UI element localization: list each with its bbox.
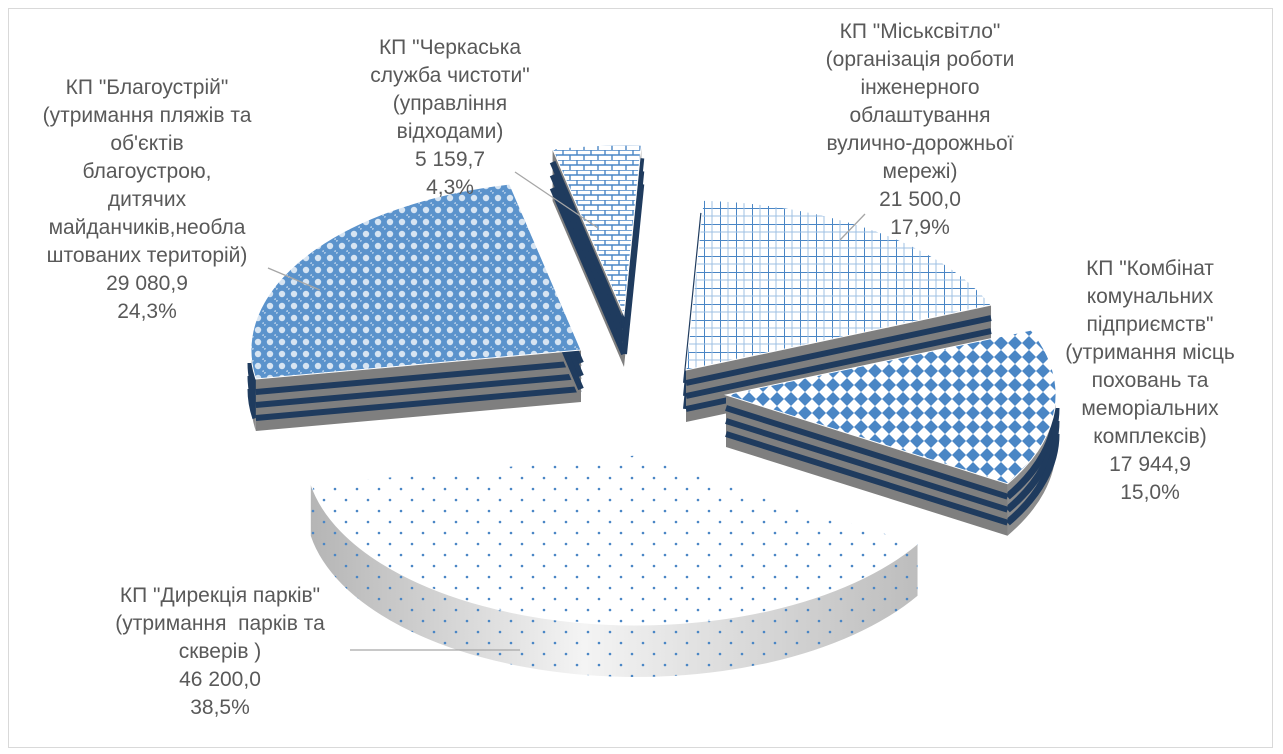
slice-wall-stripe: [255, 360, 582, 395]
label-dyrektsiya-name: КП "Дирекція парків" (утримання парків та…: [70, 582, 370, 666]
leader-line-chystota: [514, 171, 599, 229]
slice-wall-stripe: [685, 328, 992, 399]
label-line: скверів ): [178, 640, 262, 663]
label-line: мережі): [882, 160, 958, 183]
label-blahoustriy-name: КП "Благоустрій" (утримання пляжів та об'є…: [12, 74, 282, 270]
label-line: дитячих: [107, 188, 187, 211]
slice-wall-stripe: [725, 405, 1009, 500]
label-line: (управління: [392, 92, 508, 115]
slice-top-dyrektsiya: [310, 454, 919, 626]
label-line: майданчиків,необла: [48, 216, 246, 239]
label-line: комплексів): [1093, 425, 1207, 448]
label-dyrektsiya: КП "Дирекція парків" (утримання парків та…: [70, 582, 370, 722]
label-line: меморіальних: [1081, 397, 1219, 420]
label-line: облаштування: [849, 104, 991, 127]
label-blahoustriy-value: 29 080,9: [106, 272, 188, 295]
slice-wall-stripe: [725, 431, 1009, 526]
label-miskvitlo-percent: 17,9%: [890, 216, 950, 239]
leader-line-miskvitlo: [839, 213, 866, 241]
label-line: (організація роботи: [825, 48, 1015, 71]
slice-side-pattern: [310, 483, 918, 677]
label-blahoustriy-percent: 24,3%: [117, 300, 177, 323]
label-line: благоустрою,: [82, 160, 212, 183]
label-kombinat-name: КП "Комбінат комунальних підприємств" (утри…: [1030, 255, 1270, 451]
label-line: КП "Міськсвітло": [839, 20, 1001, 43]
label-dyrektsiya-percent: 38,5%: [190, 696, 250, 719]
slice-wall-stripe: [685, 315, 992, 386]
label-line: підприємств": [1086, 313, 1214, 336]
label-line: (утримання пляжів та: [42, 104, 252, 127]
slice-side-stripe: [1005, 420, 1060, 513]
chart-frame: [8, 8, 1273, 748]
slice-top-blahoustriy: [250, 183, 582, 380]
label-line: відходами): [396, 120, 504, 143]
slice-wall-stripe: [621, 183, 645, 355]
slice-top-miskvitlo: [685, 199, 992, 371]
label-line: служба чистоти": [370, 64, 530, 87]
label-chystota: КП "Черкаська служба чистоти" (управління в…: [335, 34, 565, 202]
slice-wall-stripe: [549, 160, 627, 330]
label-kombinat-value: 17 944,9: [1109, 453, 1191, 476]
label-line: вулично-дорожньої: [826, 132, 1014, 155]
label-miskvitlo: КП "Міськсвітло" (організація роботи інжен…: [770, 18, 1070, 242]
label-line: КП "Благоустрій": [65, 76, 229, 99]
slice-wall-stripe: [255, 386, 582, 421]
slice-top-chystota: [551, 144, 642, 317]
label-line: комунальних: [1086, 285, 1214, 308]
slice-wall-stripe: [255, 373, 582, 408]
label-miskvitlo-value: 21 500,0: [879, 188, 961, 211]
slice-top-kombinat: [724, 329, 1057, 485]
label-line: інженерного: [860, 76, 980, 99]
label-line: КП "Дирекція парків": [119, 584, 321, 607]
pie-slice-blahoustriy: [247, 183, 584, 431]
label-chystota-name: КП "Черкаська служба чистоти" (управління в…: [335, 34, 565, 146]
label-line: КП "Черкаська: [378, 36, 522, 59]
slice-side-stripe: [1005, 407, 1060, 500]
slice-side-stripe: [1005, 433, 1060, 526]
label-line: поховань та: [1091, 369, 1209, 392]
pie-slice-kombinat: [724, 329, 1060, 536]
label-miskvitlo-name: КП "Міськсвітло" (організація роботи інжен…: [770, 18, 1070, 186]
slice-wall-stripe: [549, 173, 627, 343]
label-line: об'єктів: [110, 132, 184, 155]
label-line: (утримання місць: [1065, 341, 1235, 364]
slice-wall-stripe: [725, 418, 1009, 513]
label-line: (утримання парків та: [115, 612, 325, 635]
label-chystota-value: 5 159,7: [414, 148, 486, 171]
label-chystota-percent: 4,3%: [426, 176, 474, 199]
slice-wall-stripe: [549, 186, 627, 356]
label-blahoustriy: КП "Благоустрій" (утримання пляжів та об'є…: [12, 74, 282, 326]
pie-slice-dyrektsiya: [310, 454, 919, 677]
leader-line-blahoustriy: [267, 267, 321, 291]
slice-side-stripe: [247, 388, 260, 420]
label-kombinat: КП "Комбінат комунальних підприємств" (утри…: [1030, 255, 1270, 507]
label-line: штованих територій): [46, 244, 248, 267]
label-dyrektsiya-value: 46 200,0: [179, 668, 261, 691]
label-line: КП "Комбінат: [1086, 257, 1214, 280]
label-kombinat-percent: 15,0%: [1120, 481, 1180, 504]
pie-slice-chystota: [549, 144, 645, 367]
